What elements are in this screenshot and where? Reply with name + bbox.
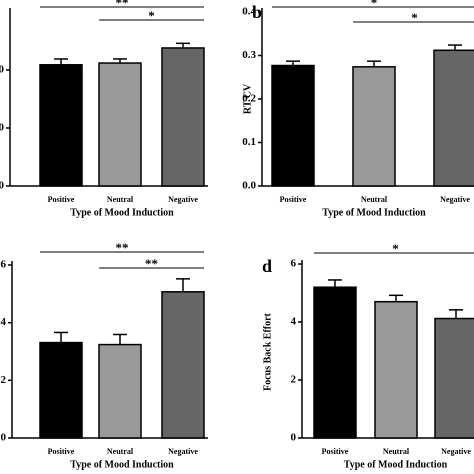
- bar: [161, 47, 205, 187]
- bar: [39, 64, 83, 187]
- y-tick-label: 00: [0, 122, 5, 134]
- panel-letter: b: [252, 2, 262, 22]
- x-tick-label: Positive: [280, 195, 307, 204]
- x-tick-label: Neutral: [383, 447, 410, 456]
- bar: [98, 343, 142, 439]
- bar: [352, 66, 396, 187]
- bar: [434, 317, 474, 439]
- bar: [374, 300, 418, 439]
- x-axis-label: Type of Mood Induction: [70, 207, 174, 218]
- x-tick-label: Neutral: [361, 195, 388, 204]
- y-tick-label: 0.0: [242, 180, 256, 192]
- panel-letter: d: [262, 256, 272, 276]
- bar: [271, 64, 315, 187]
- y-tick-label: .4: [0, 316, 7, 328]
- y-tick-label: 0: [291, 432, 297, 444]
- y-tick-label: 0.3: [242, 49, 256, 61]
- y-tick-label: .6: [0, 259, 7, 271]
- y-tick-label: 6: [291, 258, 297, 270]
- x-tick-label: Positive: [48, 447, 75, 456]
- significance-label: *: [392, 241, 399, 256]
- y-tick-label: 0.1: [242, 136, 256, 148]
- y-tick-label: .2: [0, 374, 7, 386]
- x-tick-label: Neutral: [107, 447, 134, 456]
- x-tick-label: Negative: [440, 195, 470, 204]
- significance-label: *: [371, 0, 378, 10]
- bar: [39, 341, 83, 439]
- significance-label: **: [145, 256, 158, 271]
- y-tick-label: 4: [291, 316, 297, 328]
- significance-label: *: [411, 10, 418, 25]
- bar: [98, 62, 142, 187]
- bar: [433, 49, 474, 187]
- y-tick-label: 0: [0, 180, 5, 192]
- significance-label: *: [148, 8, 155, 23]
- y-tick-label: 2: [291, 374, 297, 386]
- x-axis-label: Type of Mood Induction: [322, 207, 426, 218]
- x-tick-label: Positive: [48, 195, 75, 204]
- y-axis-label: RT CV: [242, 83, 253, 114]
- y-tick-label: 0.4: [242, 6, 256, 18]
- y-tick-label: 000: [0, 64, 5, 76]
- bar: [161, 291, 205, 439]
- y-tick-label: 0.2: [242, 93, 256, 105]
- x-tick-label: Negative: [441, 447, 471, 456]
- x-axis-label: Type of Mood Induction: [70, 459, 174, 470]
- x-tick-label: Neutral: [107, 195, 134, 204]
- significance-label: **: [116, 0, 129, 10]
- bar: [313, 286, 357, 439]
- x-axis-label: Type of Mood Induction: [344, 459, 448, 470]
- y-axis-label: Focus Back Effort: [262, 312, 273, 390]
- significance-label: **: [116, 240, 129, 255]
- x-tick-label: Positive: [322, 447, 349, 456]
- y-tick-label: .0: [0, 432, 7, 444]
- x-tick-label: Negative: [168, 447, 198, 456]
- x-tick-label: Negative: [168, 195, 198, 204]
